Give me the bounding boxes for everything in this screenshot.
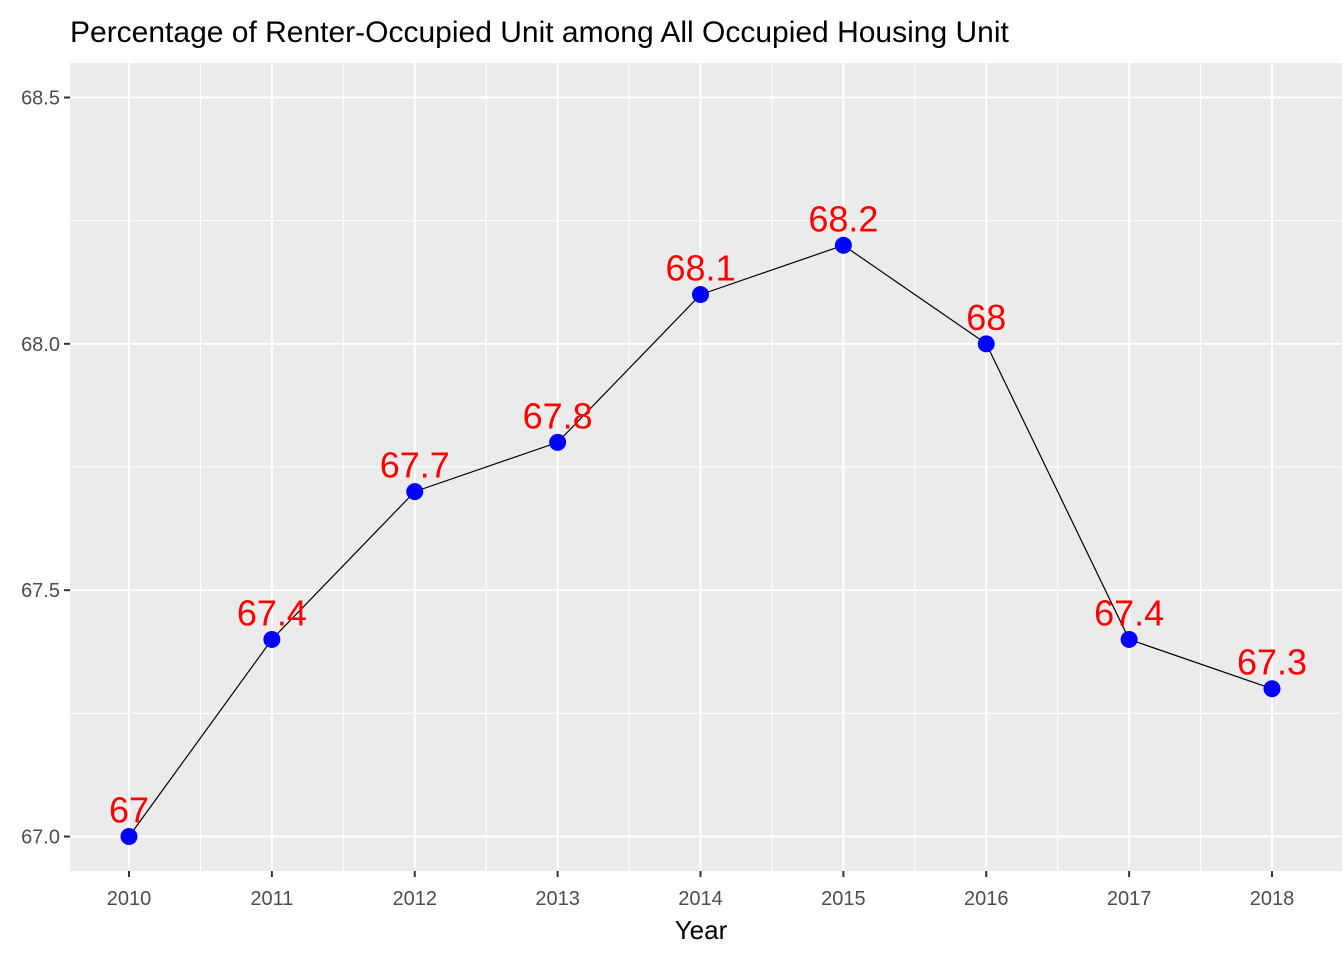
data-label: 67.4 xyxy=(237,592,307,633)
data-point xyxy=(692,286,709,304)
data-label: 67 xyxy=(109,790,149,831)
data-point xyxy=(977,335,995,353)
data-point xyxy=(120,828,138,846)
data-point xyxy=(263,630,281,648)
major-gridlines xyxy=(70,63,1342,871)
x-tick-label: 2018 xyxy=(1250,888,1295,910)
data-label: 67.3 xyxy=(1237,642,1307,683)
data-label: 67.4 xyxy=(1094,592,1164,633)
y-tick-label: 67.0 xyxy=(21,827,60,849)
x-tick-label: 2013 xyxy=(535,888,580,910)
data-point xyxy=(834,236,852,254)
data-points xyxy=(120,236,1281,846)
data-label: 67.7 xyxy=(380,445,450,486)
x-tick-label: 2016 xyxy=(964,888,1009,910)
chart-title: Percentage of Renter-Occupied Unit among… xyxy=(70,16,1009,49)
data-point xyxy=(406,483,424,501)
data-point xyxy=(549,433,567,451)
data-point xyxy=(1263,680,1281,698)
x-tick-label: 2017 xyxy=(1107,888,1152,910)
x-axis-ticks: 2010 2011 2012 2013 2014 2015 2016 2017 2018 xyxy=(107,871,1295,910)
data-label: 68 xyxy=(966,297,1006,338)
x-tick-label: 2015 xyxy=(821,888,866,910)
y-tick-label: 68.0 xyxy=(21,334,60,356)
x-tick-label: 2012 xyxy=(393,888,438,910)
minor-gridlines xyxy=(70,63,1342,871)
y-tick-label: 67.5 xyxy=(21,580,60,602)
data-label: 68.2 xyxy=(808,198,878,239)
x-tick-label: 2011 xyxy=(250,888,293,910)
x-axis-title: Year xyxy=(675,915,728,945)
data-point xyxy=(1120,630,1138,648)
y-tick-label: 68.5 xyxy=(21,87,60,109)
x-tick-label: 2014 xyxy=(678,888,723,910)
data-label: 68.1 xyxy=(665,248,735,289)
data-label: 67.8 xyxy=(523,395,593,436)
y-axis-ticks: 67.0 67.5 68.0 68.5 xyxy=(21,87,70,849)
data-labels: 67 67.4 67.7 67.8 68.1 68.2 68 67.4 67.3 xyxy=(109,198,1307,830)
x-tick-label: 2010 xyxy=(107,888,152,910)
